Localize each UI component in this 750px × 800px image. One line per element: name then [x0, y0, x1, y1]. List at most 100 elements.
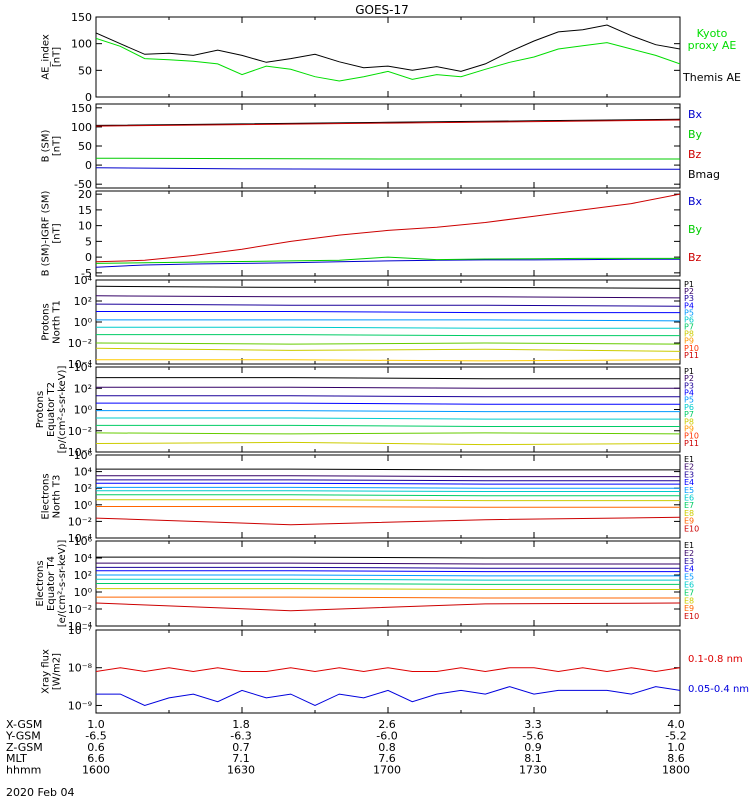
footer-value: -6.0	[376, 729, 397, 742]
y-tick-label: 0	[85, 91, 92, 104]
y-tick-label: -50	[74, 178, 92, 191]
y-axis-label: Equator T4	[46, 556, 57, 611]
series-pequator-p8	[96, 432, 680, 435]
y-tick-label: 100	[71, 121, 92, 134]
series-pnorth-p6	[96, 326, 680, 329]
y-tick-label: 50	[78, 140, 92, 153]
series-enorth-e2	[96, 475, 680, 478]
y-tick-label: 100	[71, 38, 92, 51]
legend-by: By	[688, 128, 703, 141]
y-axis-label: Equator T2	[46, 382, 57, 437]
legend-e4: E4	[684, 565, 694, 574]
y-tick-label: 10⁻⁷	[68, 624, 92, 637]
series-pequator-p6	[96, 417, 680, 420]
footer-value: -5.2	[665, 729, 686, 742]
footer-value: 1730	[519, 764, 547, 777]
series-eequator-e6	[96, 578, 680, 581]
panel-frame	[95, 629, 681, 714]
legend-0-1-0-8-nm: 0.1-0.8 nm	[688, 654, 743, 665]
panel-frame	[95, 279, 681, 365]
series-bsm-bx	[96, 167, 680, 170]
footer-value: 8.1	[524, 752, 542, 765]
panel-xray: 10⁻⁷ 10⁻⁸ 10⁻⁹ Xray flux [W/m2] 0.1-0.8 nm 0.0…	[41, 624, 749, 714]
footer-value: 1.0	[87, 718, 105, 731]
footer-value: 7.6	[378, 752, 396, 765]
series-eequator-e1	[96, 556, 680, 559]
y-tick-label: 15	[78, 204, 92, 217]
series-pnorth-p5	[96, 319, 680, 322]
series-pnorth-p8	[96, 342, 680, 345]
series-pequator-p2	[96, 386, 680, 389]
series-enorth-e8	[96, 499, 680, 502]
series-pnorth-p9	[96, 347, 680, 352]
legend-p10: P10	[684, 432, 699, 441]
y-tick-label: 5	[85, 235, 92, 248]
panel-frame	[95, 16, 681, 98]
legend-p4: P4	[684, 389, 694, 398]
legend-p3: P3	[684, 381, 694, 390]
y-tick-label: 10⁰	[74, 316, 93, 329]
legend-p7: P7	[684, 410, 694, 419]
footer-value: 7.1	[232, 752, 250, 765]
legend-e7: E7	[684, 588, 694, 597]
panel-pnorth: 10⁴ 10² 10⁰ 10⁻² 10⁻⁴ Protons North T1 P1P2P3P4…	[41, 274, 700, 371]
y-tick-label: 10	[78, 220, 92, 233]
series-pnorth-p2	[96, 295, 680, 299]
legend-e8: E8	[684, 596, 694, 605]
y-tick-label: 150	[71, 11, 92, 24]
legend-themis-ae: Themis AE	[682, 71, 741, 84]
y-tick-label: 10⁻²	[68, 515, 92, 528]
legend-p11: P11	[684, 351, 699, 360]
legend-proxy-ae: proxy AE	[688, 39, 737, 52]
legend-e7: E7	[684, 501, 694, 510]
series-pnorth-p4	[96, 311, 680, 314]
y-tick-label: 0	[85, 159, 92, 172]
series-enorth-e9	[96, 506, 680, 508]
y-tick-label: 10⁻⁹	[68, 699, 92, 712]
footer-value: 1800	[662, 764, 690, 777]
y-tick-label: 10²	[74, 382, 92, 395]
y-axis-label: [e/(cm²-s-sr-keV)]	[57, 540, 68, 628]
plot-title: GOES-17	[355, 3, 409, 17]
series-ae-kyoto-proxy-ae	[96, 37, 680, 82]
y-axis-label: [nT]	[52, 136, 63, 156]
legend-e10: E10	[684, 612, 699, 621]
y-tick-label: 10⁴	[74, 466, 93, 479]
y-tick-label: 10⁰	[74, 404, 93, 417]
series-eequator-e2	[96, 562, 680, 565]
y-tick-label: 10⁶	[74, 535, 93, 548]
legend-bmag: Bmag	[688, 168, 720, 181]
series-enorth-e3	[96, 479, 680, 482]
legend-e2: E2	[684, 463, 694, 472]
series-bigrf-bz	[96, 193, 680, 263]
series-bsm-bz	[96, 119, 680, 127]
date-label: 2020 Feb 04	[6, 786, 74, 799]
panel-bigrf: -5 0 5 10 15 20 B (SM)-IGRF (SM) [nT] Bx By Bz	[41, 188, 703, 280]
legend-p6: P6	[684, 315, 694, 324]
footer-value: 1630	[227, 764, 255, 777]
panel-frame	[95, 454, 681, 539]
panel-frame	[95, 190, 681, 277]
series-pnorth-p10	[96, 359, 680, 362]
legend-e1: E1	[684, 541, 694, 550]
series-bsm-by	[96, 157, 680, 160]
legend-e3: E3	[684, 557, 694, 566]
legend-e6: E6	[684, 494, 694, 503]
legend-p7: P7	[684, 323, 694, 332]
panel-bsm: -50 0 50 100 150 B (SM) [nT] Bx By Bz Bmag	[41, 102, 721, 191]
y-axis-label: North T3	[52, 475, 63, 519]
y-tick-label: 10⁰	[74, 586, 93, 599]
footer-label: MLT	[6, 752, 27, 765]
footer-value: 4.0	[667, 718, 685, 731]
series-enorth-e6	[96, 490, 680, 492]
y-tick-label: 10⁻⁴	[68, 532, 93, 545]
footer-value: 1.8	[232, 718, 250, 731]
legend-e2: E2	[684, 549, 694, 558]
y-axis-label: Electrons	[41, 473, 52, 519]
y-axis-label: B (SM)-IGRF (SM)	[41, 191, 52, 277]
legend-kyoto: Kyoto	[697, 27, 728, 40]
y-axis-label: B (SM)	[41, 129, 52, 162]
legend-e9: E9	[684, 604, 694, 613]
y-tick-label: 10⁻²	[68, 337, 92, 350]
